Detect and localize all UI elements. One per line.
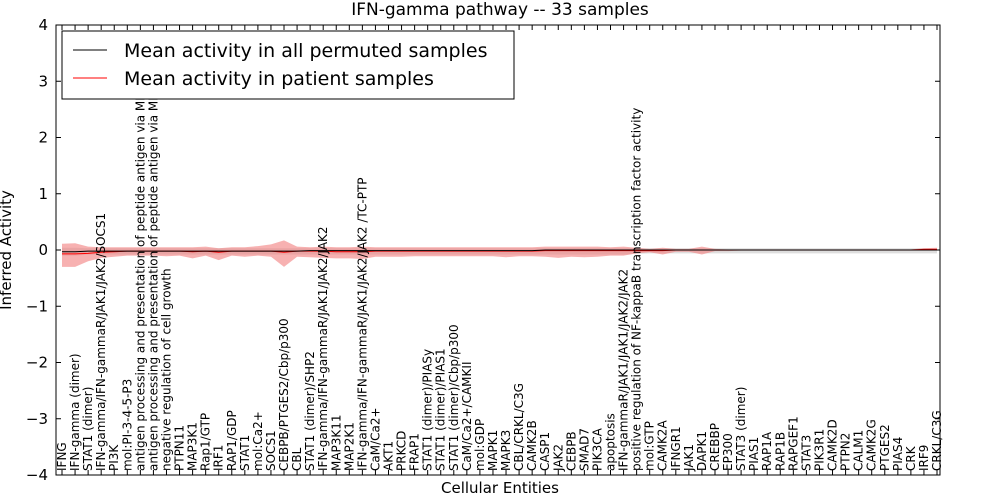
category-label: CBL/CRKL/C3G (512, 383, 526, 471)
series-line-permuted (62, 249, 937, 253)
category-label: CBL (290, 447, 304, 471)
category-label: CASP1 (538, 432, 552, 471)
category-label: positive regulation of NF-kappaB transcr… (630, 108, 644, 471)
category-label: IFN-gamma/IFN-gammaR/JAK1/JAK2/JAK2 (316, 226, 330, 471)
y-tick-label: 1 (38, 185, 48, 203)
y-tick-label: −1 (26, 297, 48, 315)
category-label: RAP1A (760, 431, 774, 471)
legend: Mean activity in all permuted samples Me… (61, 30, 515, 100)
category-label: STAT3 (799, 435, 813, 471)
chart-title: IFN-gamma pathway -- 33 samples (351, 0, 649, 20)
category-label: STAT1 (dimer)/Cbp/p300 (447, 324, 461, 471)
category-label: negative regulation of cell growth (160, 268, 174, 471)
category-label: PTGES2 (878, 424, 892, 471)
category-label: SMAD7 (577, 428, 591, 471)
category-label: CaM/Ca2+ (368, 407, 382, 471)
category-label: CAMK2G (865, 419, 879, 471)
category-label: PTPN11 (173, 425, 187, 471)
category-label: JAK2 (551, 444, 565, 472)
category-label: STAT3 (dimer) (734, 387, 748, 471)
category-label: SOCS1 (264, 430, 278, 471)
category-label: CAMK2D (826, 419, 840, 471)
y-tick-label: 2 (38, 129, 48, 147)
category-label: DAPK1 (695, 431, 709, 471)
y-tick-label: 0 (38, 241, 48, 259)
category-label: STAT1 (dimer)/PIASy (421, 349, 435, 471)
category-label: MAPK3 (499, 430, 513, 471)
category-label: PIK3CA (590, 427, 604, 471)
category-label: JAK1 (682, 444, 696, 472)
category-label: antigen processing and presentation of p… (146, 39, 160, 471)
category-label: CaM/Ca2+/CAMKII (460, 362, 474, 471)
category-label: CAMK2B (525, 420, 539, 471)
category-label: STAT1 (dimer) (81, 387, 95, 471)
legend-label-patient: Mean activity in patient samples (124, 68, 434, 90)
y-axis-title: Inferred Activity (0, 190, 15, 310)
category-label: CAMK2A (656, 420, 670, 471)
y-tick-label: 4 (38, 16, 48, 34)
legend-label-permuted: Mean activity in all permuted samples (124, 40, 487, 62)
category-label: CREBBP (708, 423, 722, 471)
category-label: MAP3K11 (329, 414, 343, 471)
category-label: CRKL/C3G (930, 410, 944, 471)
category-label: CEBPB/PTGES2/Cbp/p300 (277, 318, 291, 471)
category-label: PI3K (107, 444, 121, 471)
category-label: IRF9 (917, 445, 931, 471)
category-label: mol:PI-3-4-5-P3 (120, 379, 134, 471)
category-label: RAPGEF1 (786, 416, 800, 471)
y-tick-label: −3 (26, 410, 48, 428)
category-label: FRAP1 (408, 433, 422, 471)
category-label: mol:GTP (643, 421, 657, 471)
category-tick-labels: IFNG IFN-gamma (dimer) STAT1 (dimer) IFN-ga… (55, 39, 944, 472)
y-tick-label: −4 (26, 466, 48, 484)
x-axis-title: Cellular Entities (441, 479, 559, 497)
category-label: CEBPB (564, 431, 578, 471)
series-lines (62, 248, 937, 255)
y-tick-label: 3 (38, 72, 48, 90)
category-label: IFN-gamma/IFN-gammaR/JAK1/JAK2/SOCS1 (94, 213, 108, 471)
category-label: antigen processing and presentation of p… (133, 42, 147, 471)
category-label: apoptosis (604, 413, 618, 471)
category-label: CRK (904, 445, 918, 471)
category-label: RAP1/GDP (225, 410, 239, 471)
category-label: mol:Ca2+ (251, 411, 265, 471)
category-label: mol:GDP (473, 419, 487, 471)
category-label: MAP3K1 (186, 422, 200, 471)
category-label: CALM1 (852, 430, 866, 471)
category-label: PTPN2 (839, 433, 853, 471)
category-label: IFNG (55, 442, 69, 471)
category-label: PIAS1 (747, 437, 761, 471)
axis-ticks: −4 −3 −2 −1 0 1 2 3 4 (26, 16, 940, 484)
category-label: STAT1 (dimer)/SHP2 (303, 351, 317, 471)
category-label: Rap1/GTP (199, 413, 213, 471)
category-label: MAPK1 (486, 430, 500, 471)
category-label: PIAS4 (891, 437, 905, 471)
category-label: MAP2K1 (342, 422, 356, 471)
category-label: STAT1 (238, 435, 252, 471)
category-label: IRF1 (212, 445, 226, 471)
category-label: PIK3R1 (813, 429, 827, 471)
category-label: AKT1 (382, 441, 396, 471)
category-label: IFNGR1 (669, 426, 683, 471)
category-label: IFN-gammaR/JAK1/JAK1/JAK2/JAK2 (617, 269, 631, 471)
category-label: EP300 (721, 433, 735, 471)
band-patient (62, 240, 937, 267)
category-label: STAT1 (dimer)/PIAS1 (434, 348, 448, 471)
y-tick-label: −2 (26, 354, 48, 372)
category-label: IFN-gamma/IFN-gammaR/JAK1/JAK2/JAK2 /TC-… (355, 177, 369, 471)
category-label: IFN-gamma (dimer) (68, 353, 82, 471)
legend-box (61, 30, 515, 100)
category-label: RAP1B (773, 432, 787, 471)
category-label: PRKCD (395, 431, 409, 471)
